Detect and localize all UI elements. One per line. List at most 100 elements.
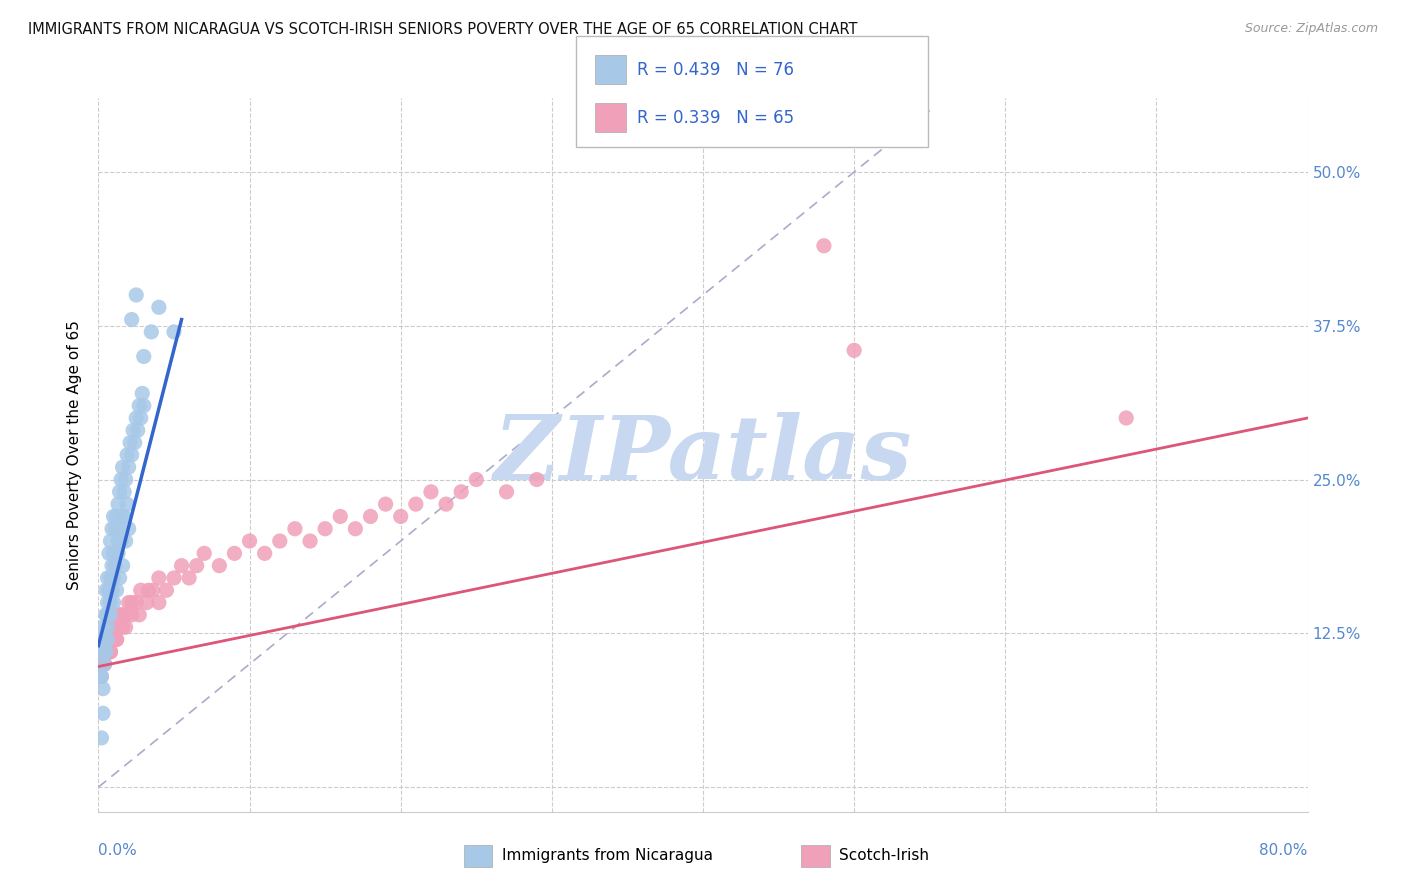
- Point: [193, 546, 215, 560]
- Point: [136, 583, 159, 598]
- Point: [124, 435, 146, 450]
- Point: [360, 509, 382, 524]
- Point: [94, 583, 117, 598]
- Point: [465, 473, 488, 487]
- Point: [163, 325, 186, 339]
- Point: [111, 509, 134, 524]
- Point: [90, 669, 112, 683]
- Point: [111, 460, 134, 475]
- Point: [103, 596, 125, 610]
- Point: [93, 632, 115, 647]
- Point: [329, 509, 352, 524]
- Point: [89, 669, 111, 683]
- Point: [93, 657, 115, 671]
- Point: [89, 657, 111, 671]
- Point: [122, 423, 145, 437]
- Point: [101, 571, 124, 585]
- Point: [110, 607, 132, 622]
- Point: [93, 657, 115, 671]
- Point: [163, 571, 186, 585]
- Point: [115, 497, 138, 511]
- Text: R = 0.339   N = 65: R = 0.339 N = 65: [637, 109, 794, 127]
- Point: [89, 645, 111, 659]
- Point: [108, 522, 131, 536]
- Point: [125, 411, 148, 425]
- Point: [118, 460, 141, 475]
- Point: [179, 571, 201, 585]
- Point: [128, 607, 150, 622]
- Point: [114, 607, 136, 622]
- Text: Immigrants from Nicaragua: Immigrants from Nicaragua: [502, 848, 713, 863]
- Text: 0.0%: 0.0%: [98, 843, 138, 858]
- Point: [103, 509, 125, 524]
- Point: [111, 558, 134, 573]
- Point: [108, 620, 131, 634]
- Point: [90, 731, 112, 745]
- Point: [120, 435, 142, 450]
- Point: [121, 607, 143, 622]
- Point: [224, 546, 246, 560]
- Point: [121, 596, 143, 610]
- Point: [90, 669, 112, 683]
- Point: [141, 325, 163, 339]
- Point: [101, 620, 124, 634]
- Point: [110, 607, 132, 622]
- Point: [253, 546, 276, 560]
- Point: [100, 596, 122, 610]
- Point: [129, 411, 152, 425]
- Point: [208, 558, 231, 573]
- Point: [90, 645, 112, 659]
- Point: [104, 620, 127, 634]
- Point: [108, 484, 131, 499]
- Point: [148, 596, 170, 610]
- Point: [94, 632, 117, 647]
- Point: [405, 497, 427, 511]
- Point: [107, 534, 129, 549]
- Point: [132, 399, 155, 413]
- Point: [100, 534, 122, 549]
- Text: ZIPatlas: ZIPatlas: [495, 412, 911, 498]
- Point: [100, 607, 122, 622]
- Point: [186, 558, 208, 573]
- Point: [284, 522, 307, 536]
- Point: [107, 546, 129, 560]
- Point: [118, 596, 141, 610]
- Point: [129, 583, 152, 598]
- Point: [105, 632, 128, 647]
- Point: [100, 645, 122, 659]
- Point: [100, 645, 122, 659]
- Point: [105, 583, 128, 598]
- Point: [98, 546, 121, 560]
- Point: [103, 571, 125, 585]
- Point: [110, 534, 132, 549]
- Text: Scotch-Irish: Scotch-Irish: [839, 848, 929, 863]
- Point: [91, 681, 114, 696]
- Point: [125, 596, 148, 610]
- Point: [101, 522, 124, 536]
- Point: [111, 620, 134, 634]
- Point: [110, 473, 132, 487]
- Point: [104, 558, 127, 573]
- Point: [112, 484, 135, 499]
- Point: [108, 571, 131, 585]
- Point: [112, 509, 135, 524]
- Point: [125, 288, 148, 302]
- Point: [105, 546, 128, 560]
- Point: [420, 484, 443, 499]
- Point: [104, 522, 127, 536]
- Point: [155, 583, 177, 598]
- Point: [93, 657, 115, 671]
- Point: [389, 509, 412, 524]
- Point: [128, 399, 150, 413]
- Text: Source: ZipAtlas.com: Source: ZipAtlas.com: [1244, 22, 1378, 36]
- Point: [269, 534, 291, 549]
- Point: [96, 596, 118, 610]
- Text: 80.0%: 80.0%: [1260, 843, 1308, 858]
- Point: [103, 620, 125, 634]
- Point: [101, 558, 124, 573]
- Point: [107, 607, 129, 622]
- Point: [344, 522, 367, 536]
- Point: [844, 343, 866, 358]
- Point: [114, 534, 136, 549]
- Point: [101, 583, 124, 598]
